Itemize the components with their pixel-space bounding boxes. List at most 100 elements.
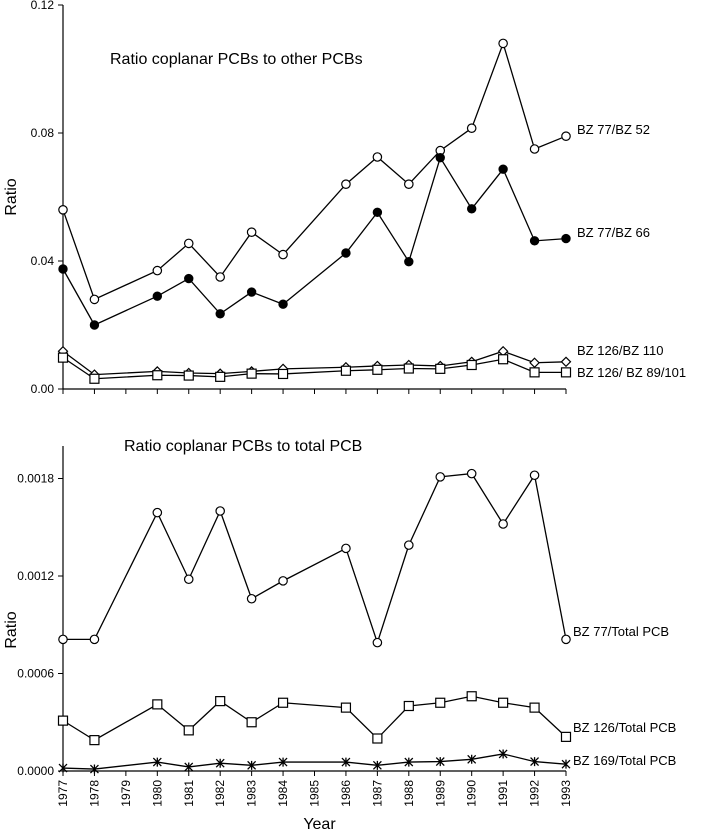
data-point [498,38,508,49]
data-point [529,144,540,154]
data-point [246,593,257,604]
data-point [184,762,194,772]
series-line [62,156,567,326]
data-point [58,205,68,215]
data-point [184,273,194,284]
data-point [372,364,383,375]
data-point [560,367,572,378]
data-point [529,236,540,246]
data-point [58,264,68,274]
y-axis-label: Ratio [3,178,20,215]
data-point [89,373,100,384]
data-point [152,757,162,767]
x-tick-label: 1987 [370,780,384,807]
data-point [152,507,163,518]
data-point [435,697,446,708]
data-point [560,731,572,742]
data-point [341,179,351,189]
data-point [215,272,225,282]
data-point [57,715,69,726]
data-point [215,696,226,707]
x-tick-label: 1992 [528,780,542,807]
chart-panel-1: 0.00 0.04 0.08 0.12 Ratio coplanar PCBs to o… [3,0,686,396]
data-point [404,540,414,550]
data-point [498,749,508,759]
y-tick-label: 0.12 [31,0,55,12]
data-point [89,320,100,330]
series-label: BZ 77/BZ 66 [577,225,650,240]
chart-title: Ratio coplanar PCBs to total PCB [124,438,362,455]
data-point [340,365,352,376]
x-tick-label: 1984 [276,780,290,807]
series-line [62,695,567,741]
data-point [435,363,446,374]
chart-panel-2: 0.0000 0.0006 0.0012 0.0018 1977 1978 1979 1980… [3,438,676,831]
data-point [435,152,445,163]
data-point [183,238,194,249]
data-point [372,207,383,218]
data-point [498,697,509,708]
data-point [404,256,414,267]
data-point [530,757,540,767]
series-label: BZ 126/BZ 110 [577,343,663,358]
x-tick-label: 1979 [119,780,133,807]
data-point [466,204,477,214]
series-line [63,472,567,645]
data-point [467,754,477,764]
data-point [466,691,477,702]
data-point [183,370,194,381]
chart-title: Ratio coplanar PCBs to other PCBs [110,51,363,68]
data-point [246,368,257,379]
x-tick-label: 1981 [182,780,196,807]
data-point [529,367,540,378]
data-point [152,265,163,276]
data-point [372,152,383,162]
data-point [341,248,351,258]
x-tick-label: 1990 [465,780,479,807]
data-point [246,717,257,728]
y-tick-label: 0.00 [31,382,55,396]
data-point [277,368,289,380]
series-line [62,41,567,301]
data-point [561,759,571,769]
x-axis-label: Year [303,816,336,831]
x-tick-label: 1991 [496,780,510,807]
y-tick-label: 0.0012 [17,569,54,583]
data-point [57,352,69,363]
data-point [498,164,508,174]
data-point [278,757,288,767]
data-point [404,179,414,189]
y-tick-label: 0.0006 [17,667,54,681]
data-point [278,576,288,586]
series-line [62,753,567,770]
data-point [215,506,225,516]
x-tick-label: 1977 [56,780,70,807]
data-point [89,634,100,645]
data-point [277,697,289,708]
data-point [372,760,382,770]
data-point [89,294,100,305]
x-tick-label: 1986 [339,780,353,807]
data-point [246,287,257,297]
data-point [341,757,351,767]
data-point [466,359,477,371]
data-point [278,249,288,260]
y-tick-label: 0.0018 [17,472,54,486]
x-tick-label: 1985 [308,780,322,807]
data-point [561,233,571,244]
series-2-1: BZ 77/Total PCB [58,468,669,648]
data-point [152,699,163,710]
data-point [152,370,163,381]
x-tick-label: 1982 [213,780,227,807]
series-1-2: BZ 77/BZ 66 [58,152,650,330]
series-label: BZ 77/BZ 52 [577,122,650,137]
series-2-2: BZ 126/Total PCB [57,691,676,746]
data-point [340,702,352,713]
series-1-3: BZ 126/BZ 110 [57,343,663,380]
data-point [58,763,68,773]
data-point [246,227,257,237]
data-point [403,363,414,374]
data-point [152,291,163,301]
data-point [435,757,445,767]
